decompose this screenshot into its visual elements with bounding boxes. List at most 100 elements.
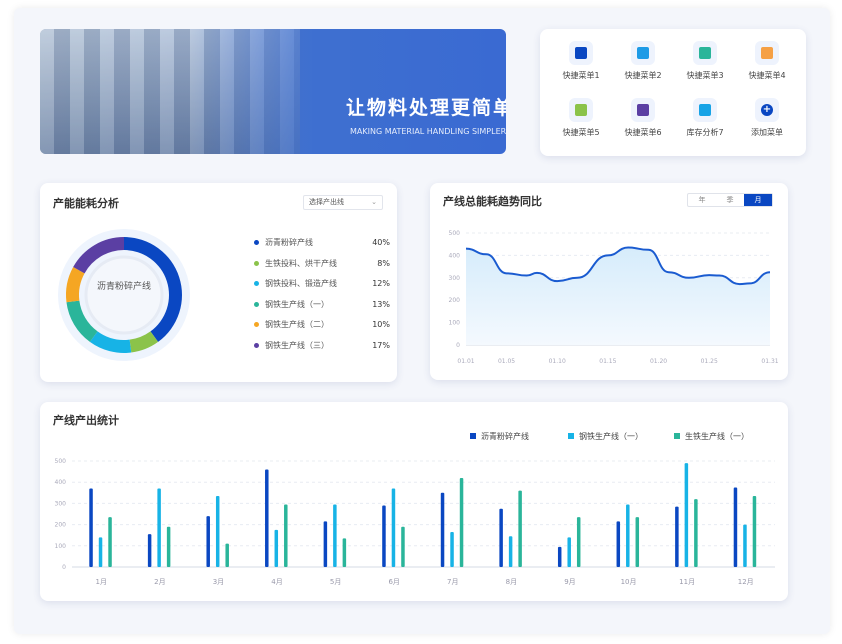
legend-item: 生铁生产线（一） (674, 432, 749, 442)
bar[interactable] (743, 524, 747, 567)
banner-title: 让物料处理更简单 (346, 97, 506, 119)
legend-swatch (568, 433, 574, 439)
quick-menu-item[interactable]: 快捷菜单3 (674, 41, 736, 81)
x-tick-label: 5月 (330, 578, 341, 586)
y-tick-label: 300 (449, 275, 461, 282)
bar[interactable] (89, 488, 93, 567)
legend-dot (254, 301, 259, 307)
bar[interactable] (733, 487, 738, 568)
bar[interactable] (98, 537, 103, 567)
bar[interactable] (342, 538, 347, 567)
period-quarter[interactable]: 季 (726, 196, 734, 204)
bar[interactable] (684, 463, 689, 567)
quick-menu-card: 快捷菜单1 快捷菜单2 快捷菜单3 快捷菜单4 快捷菜单5 快捷菜单6 库存分析7 + 添加菜单 (540, 29, 806, 156)
trend-card: 产线总能耗趋势同比 年 季 月 0 100 200 300 400 500 01.01 01.… (430, 183, 788, 380)
bar[interactable] (147, 534, 152, 567)
bar[interactable] (108, 517, 112, 567)
bar[interactable] (166, 526, 171, 567)
y-tick-label: 0 (62, 564, 66, 571)
x-tick-label: 6月 (388, 578, 399, 586)
legend-percent: 10% (369, 319, 390, 330)
legend-dot (254, 342, 259, 348)
donut-slice[interactable] (66, 267, 85, 303)
legend-dot (254, 240, 259, 245)
quick-menu-item[interactable]: 快捷菜单2 (612, 41, 674, 81)
bar[interactable] (157, 488, 161, 567)
donut-slice[interactable] (129, 331, 159, 353)
bar[interactable] (616, 521, 621, 567)
bar[interactable] (450, 532, 454, 567)
bar[interactable] (567, 537, 571, 567)
bar[interactable] (626, 504, 630, 567)
quick-menu-label: 快捷菜单6 (624, 128, 662, 137)
bar[interactable] (694, 499, 698, 567)
plus-icon: + (755, 98, 779, 122)
x-tick-label: 01.20 (650, 358, 667, 365)
period-month[interactable]: 月 (744, 194, 772, 206)
bar[interactable] (391, 488, 396, 567)
select-value: 选择产出线 (309, 198, 344, 206)
donut-slice[interactable] (89, 331, 132, 353)
trend-title: 产线总能耗趋势同比 (443, 195, 542, 208)
bar[interactable] (323, 521, 328, 567)
legend-swatch (674, 433, 680, 439)
period-year[interactable]: 年 (698, 196, 706, 204)
quick-menu-item[interactable]: 库存分析7 (674, 98, 736, 138)
gear-board-icon (569, 98, 593, 122)
quick-menu-label: 添加菜单 (751, 128, 783, 137)
bar[interactable] (675, 506, 679, 567)
x-tick-label: 3月 (213, 578, 224, 586)
bar[interactable] (284, 504, 288, 567)
quick-menu-item[interactable]: 快捷菜单4 (736, 41, 798, 81)
quick-menu-item[interactable]: 快捷菜单6 (612, 98, 674, 138)
line-select[interactable]: 选择产出线 ⌄ (303, 195, 383, 210)
bar[interactable] (333, 504, 337, 567)
x-tick-label: 01.05 (498, 358, 515, 365)
x-tick-label: 2月 (154, 578, 165, 586)
x-tick-label: 10月 (621, 578, 637, 586)
bar[interactable] (508, 536, 513, 567)
bar[interactable] (557, 546, 562, 567)
bar[interactable] (499, 508, 503, 567)
bar[interactable] (401, 526, 405, 567)
donut-slice[interactable] (73, 237, 124, 274)
legend-item: 沥青粉碎产线 40% (254, 237, 390, 248)
bar[interactable] (382, 505, 386, 567)
y-tick-label: 300 (55, 500, 67, 507)
donut-slice[interactable] (124, 237, 182, 342)
quick-menu-item[interactable]: 快捷菜单1 (550, 41, 612, 81)
bar[interactable] (225, 543, 229, 567)
chevron-down-icon: ⌄ (371, 198, 377, 206)
bar[interactable] (206, 516, 210, 567)
banner: 让物料处理更简单 MAKING MATERIAL HANDLING SIMPLE… (40, 29, 506, 154)
bar[interactable] (215, 495, 220, 567)
trend-line (465, 246, 771, 286)
quick-menu-label: 快捷菜单1 (562, 71, 600, 80)
bar[interactable] (265, 469, 269, 567)
bar[interactable] (518, 490, 522, 567)
y-tick-label: 200 (55, 522, 67, 529)
legend-label: 沥青粉碎产线 (481, 432, 529, 441)
legend-percent: 17% (369, 339, 390, 351)
legend-label: 钢铁生产线（一） (579, 432, 643, 441)
quick-menu-item[interactable]: 快捷菜单5 (550, 98, 612, 138)
x-tick-label: 12月 (738, 578, 754, 586)
bar[interactable] (576, 517, 581, 567)
legend-dot (254, 322, 259, 327)
period-toggle: 年 季 月 (687, 193, 773, 207)
bar[interactable] (635, 517, 640, 567)
energy-title: 产能能耗分析 (53, 197, 119, 210)
bar[interactable] (274, 529, 279, 567)
legend-item: 生铁投料、烘干产线 8% (254, 257, 390, 269)
y-tick-label: 100 (449, 320, 461, 327)
donut-slice[interactable] (66, 300, 98, 342)
bar[interactable] (752, 495, 757, 567)
bar[interactable] (459, 477, 464, 567)
document-icon (569, 41, 593, 65)
quick-menu-item[interactable]: + 添加菜单 (736, 98, 798, 138)
trend-area (466, 247, 770, 345)
x-tick-label: 01.15 (599, 358, 616, 365)
x-tick-label: 01.10 (549, 358, 566, 365)
x-tick-label: 9月 (564, 578, 575, 586)
bar[interactable] (440, 492, 445, 567)
